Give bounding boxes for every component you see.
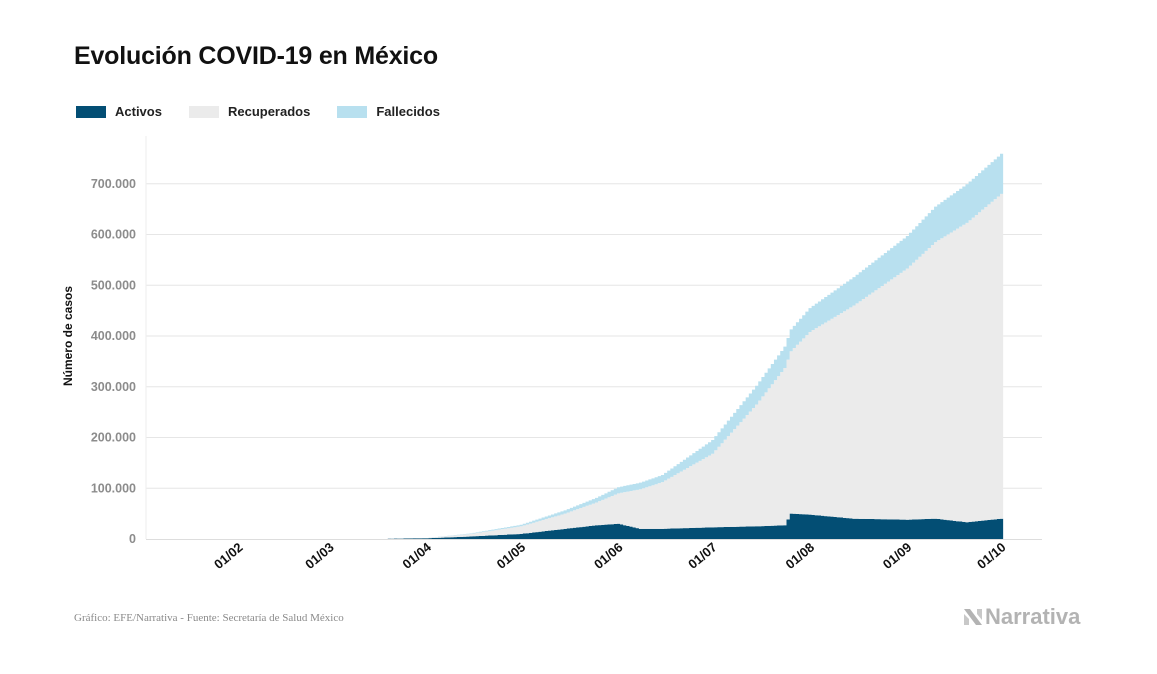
y-tick-label: 300.000 — [91, 380, 136, 394]
logo-text: Narrativa — [985, 604, 1081, 629]
legend-label-activos: Activos — [115, 104, 162, 119]
x-tick-label: 01/04 — [399, 539, 434, 572]
y-tick-label: 200.000 — [91, 431, 136, 445]
area-fallecidos — [387, 153, 1004, 539]
y-tick-label: 600.000 — [91, 228, 136, 242]
source-footer: Gráfico: EFE/Narrativa - Fuente: Secreta… — [74, 612, 344, 624]
y-tick-label: 400.000 — [91, 329, 136, 343]
x-tick-label: 01/06 — [591, 539, 626, 571]
chart-title: Evolución COVID-19 en México — [74, 42, 438, 70]
legend: Activos Recuperados Fallecidos — [76, 104, 467, 119]
x-tick-label: 01/05 — [494, 539, 529, 571]
legend-label-recuperados: Recuperados — [227, 104, 311, 119]
y-tick-label: 700.000 — [91, 177, 136, 191]
narrativa-logo: Narrativa — [963, 604, 1080, 630]
legend-label-fallecidos: Fallecidos — [376, 104, 440, 119]
legend-item-fallecidos: Fallecidos — [337, 104, 440, 119]
y-axis-title: Número de casos — [61, 286, 75, 386]
x-tick-label: 01/09 — [880, 539, 915, 571]
x-tick-label: 01/02 — [211, 539, 246, 571]
area-activos — [387, 513, 1004, 539]
x-tick-label: 01/08 — [783, 539, 818, 571]
area-recuperados — [387, 193, 1004, 539]
y-tick-label: 100.000 — [91, 481, 136, 495]
x-tick-label: 01/10 — [974, 539, 1009, 571]
narrativa-logo-icon — [964, 609, 982, 625]
x-tick-label: 01/03 — [302, 539, 337, 571]
legend-swatch-recuperados — [188, 105, 219, 118]
x-tick-label: 01/07 — [685, 539, 720, 571]
y-tick-label: 0 — [129, 532, 136, 546]
y-tick-label: 500.000 — [91, 278, 136, 292]
legend-item-recuperados: Recuperados — [188, 104, 311, 119]
legend-swatch-activos — [76, 105, 106, 118]
legend-swatch-fallecidos — [337, 105, 368, 118]
legend-item-activos: Activos — [76, 104, 162, 119]
